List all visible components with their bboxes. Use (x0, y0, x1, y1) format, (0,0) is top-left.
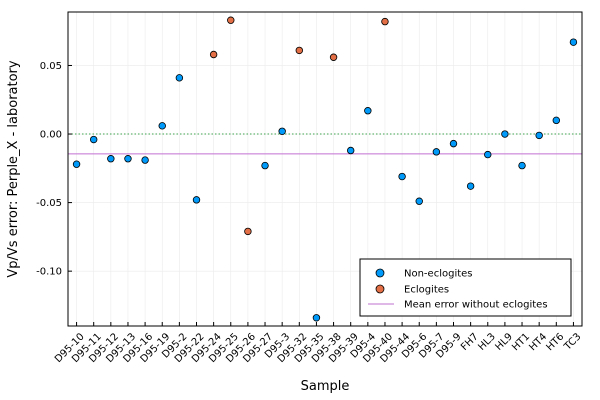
data-point-non-eclogites (398, 172, 406, 181)
legend-label-mean-error: Mean error without eclogites (404, 300, 548, 311)
x-tick-label: HT4 (527, 331, 549, 353)
data-point-eclogites (381, 17, 389, 26)
x-tick-label: HT6 (545, 331, 567, 353)
legend-marker-eclogites (375, 284, 385, 294)
legend-box (359, 258, 572, 317)
data-point-non-eclogites (192, 196, 201, 204)
data-point-non-eclogites (449, 139, 458, 148)
data-points (72, 16, 578, 322)
y-axis-title: Vp/Vs error: Perple_X - laboratory (6, 60, 21, 278)
x-tick-label: TC3 (562, 331, 584, 353)
plot-frame (67, 11, 583, 327)
data-point-eclogites (295, 46, 303, 55)
data-point-non-eclogites (364, 107, 372, 115)
x-tick-label: HT1 (510, 331, 532, 353)
y-tick-label: 0.00 (40, 130, 62, 141)
y-tick-label: 0.05 (40, 61, 62, 72)
data-point-non-eclogites (107, 155, 115, 163)
legend-label-non-eclogites: Non-eclogites (404, 269, 473, 280)
x-axis-title: Sample (301, 379, 350, 394)
data-point-non-eclogites (466, 182, 475, 190)
x-tick-label: FH7 (459, 331, 481, 353)
y-axis-ticks: 0.05 0.00 -0.05 -0.10 (36, 61, 72, 278)
legend-marker-non-eclogites (375, 268, 385, 278)
data-point-non-eclogites (278, 127, 286, 135)
data-point-non-eclogites (89, 135, 98, 144)
data-point-eclogites (329, 53, 338, 61)
x-tick-label: HL3 (476, 331, 498, 353)
data-point-non-eclogites (484, 150, 492, 159)
data-point-eclogites (227, 16, 235, 24)
data-point-non-eclogites (552, 116, 560, 125)
y-tick-label: -0.10 (36, 267, 62, 278)
x-axis-ticks: D95-10D95-11D95-12D95-13D95-16D95-19D95-… (53, 322, 584, 365)
legend: Non-eclogites Eclogites Mean error witho… (359, 258, 572, 317)
reference-lines (68, 133, 582, 155)
data-point-non-eclogites (72, 160, 81, 168)
data-point-non-eclogites (569, 38, 578, 46)
data-point-non-eclogites (312, 314, 321, 322)
data-point-eclogites (244, 227, 252, 236)
data-point-non-eclogites (518, 161, 526, 170)
data-point-non-eclogites (347, 146, 355, 155)
legend-label-eclogites: Eclogites (404, 285, 449, 296)
data-point-non-eclogites (432, 148, 441, 156)
data-point-non-eclogites (535, 131, 543, 140)
data-point-eclogites (209, 50, 218, 59)
data-point-non-eclogites (501, 130, 509, 138)
data-point-non-eclogites (158, 122, 166, 130)
x-tick-label: HL9 (494, 331, 516, 353)
data-point-non-eclogites (175, 74, 184, 82)
data-point-non-eclogites (141, 156, 149, 164)
data-point-non-eclogites (261, 161, 269, 170)
data-point-non-eclogites (124, 155, 132, 163)
y-tick-label: -0.05 (36, 198, 62, 209)
data-point-non-eclogites (415, 197, 423, 205)
